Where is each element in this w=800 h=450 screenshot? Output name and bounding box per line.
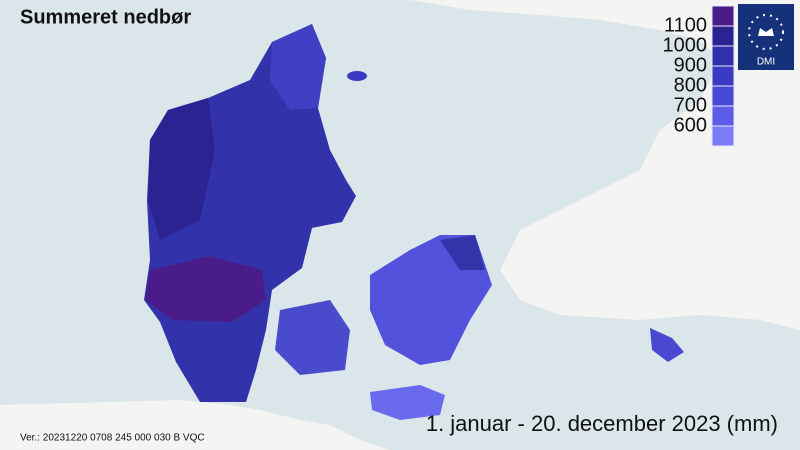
logo-text: DMI — [757, 57, 775, 68]
legend-swatch — [711, 45, 735, 67]
legend-swatch — [711, 105, 735, 127]
version: Ver.: 20231220 0708 245 000 030 B VQC — [20, 433, 205, 444]
legend-label: 600 — [674, 114, 707, 136]
legend-swatch — [711, 25, 735, 47]
caption: 1. januar - 20. december 2023 (mm) — [426, 411, 778, 436]
legend-swatch — [711, 65, 735, 87]
lolland-falster — [370, 385, 445, 420]
germany — [0, 400, 390, 450]
legend-swatch — [711, 5, 735, 27]
max-region — [145, 256, 266, 322]
legend-label: 1100 — [664, 14, 707, 36]
laeso — [347, 71, 367, 81]
logo-ring — [748, 14, 784, 50]
legend-label: 900 — [674, 54, 707, 76]
sweden — [410, 0, 800, 330]
legend-label: 800 — [674, 74, 707, 96]
logo — [738, 4, 794, 70]
vendsyssel — [270, 24, 326, 110]
legend-swatch — [711, 125, 735, 147]
logo-crown — [758, 28, 774, 36]
legend-swatch — [711, 85, 735, 107]
legend-label: 1000 — [663, 34, 708, 56]
funen — [275, 300, 350, 375]
legend-label: 700 — [674, 94, 707, 116]
bornholm — [650, 328, 684, 362]
title: Summeret nedbør — [20, 6, 191, 28]
jutland-west — [148, 98, 215, 240]
zealand-north — [440, 235, 485, 270]
